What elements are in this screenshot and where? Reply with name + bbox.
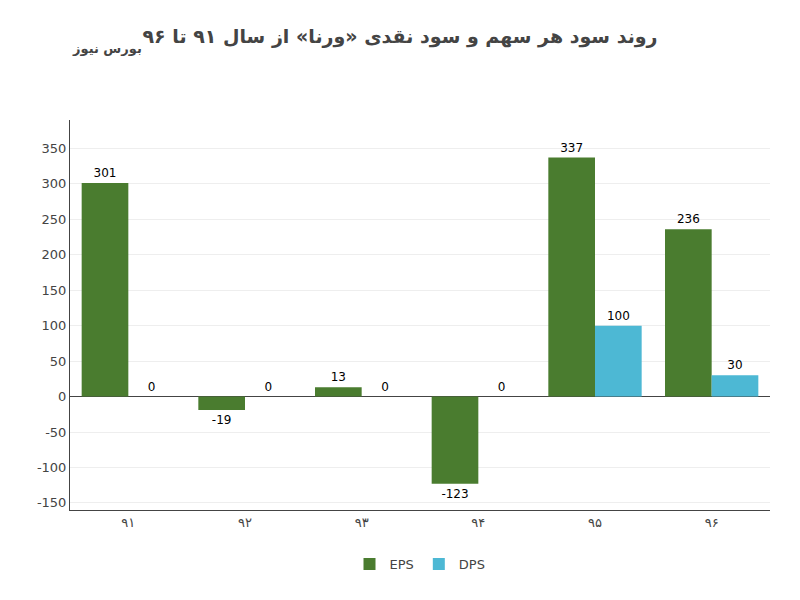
svg-text:0: 0 (498, 380, 506, 394)
svg-text:0: 0 (265, 380, 273, 394)
svg-text:۹۶: ۹۶ (705, 515, 719, 530)
svg-text:-123: -123 (441, 487, 468, 501)
svg-text:350: 350 (42, 141, 67, 156)
svg-text:0: 0 (381, 380, 389, 394)
svg-text:۹۴: ۹۴ (471, 515, 485, 530)
svg-text:-100: -100 (37, 460, 67, 475)
svg-text:۹۳: ۹۳ (355, 515, 369, 530)
svg-text:13: 13 (331, 370, 346, 384)
svg-text:0: 0 (58, 389, 66, 404)
svg-text:100: 100 (42, 318, 67, 333)
svg-text:روند سود هر سهم و سود نقدی «ور: روند سود هر سهم و سود نقدی «ورنا» از سال… (142, 25, 657, 48)
svg-text:301: 301 (94, 166, 117, 180)
svg-text:-150: -150 (37, 495, 67, 510)
svg-text:۹۲: ۹۲ (238, 515, 252, 530)
svg-text:DPS: DPS (459, 557, 485, 572)
svg-text:200: 200 (42, 247, 67, 262)
svg-text:100: 100 (607, 309, 630, 323)
svg-text:250: 250 (42, 212, 67, 227)
svg-text:۹۱: ۹۱ (121, 515, 135, 530)
svg-text:0: 0 (148, 380, 156, 394)
svg-text:-50: -50 (45, 425, 66, 440)
svg-text:236: 236 (677, 212, 700, 226)
svg-text:-19: -19 (212, 413, 232, 427)
svg-text:300: 300 (42, 176, 67, 191)
svg-text:50: 50 (50, 354, 67, 369)
svg-text:بورس نیوز: بورس نیوز (72, 41, 142, 56)
svg-text:30: 30 (727, 358, 742, 372)
svg-text:EPS: EPS (390, 557, 414, 572)
svg-text:337: 337 (560, 141, 583, 155)
svg-text:۹۵: ۹۵ (588, 515, 602, 530)
svg-text:150: 150 (42, 283, 67, 298)
